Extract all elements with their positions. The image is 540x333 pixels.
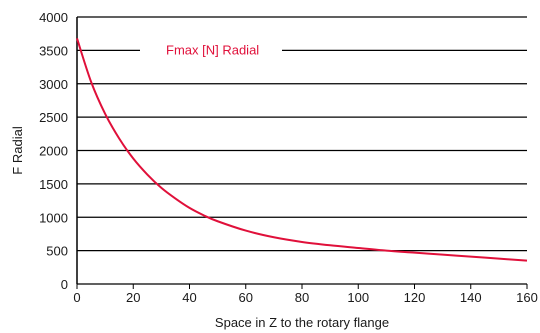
- x-tick-label: 20: [126, 290, 140, 305]
- legend-label: Fmax [N] Radial: [166, 42, 259, 57]
- grid-lines: [77, 16, 527, 285]
- x-tick-label: 40: [182, 290, 196, 305]
- legend-background: [140, 40, 282, 61]
- y-axis-label: F Radial: [10, 126, 25, 175]
- legend: Fmax [N] Radial: [140, 40, 282, 61]
- x-tick-label: 160: [516, 290, 538, 305]
- x-tick-label: 60: [239, 290, 253, 305]
- y-tick-label: 500: [46, 244, 68, 259]
- y-tick-label: 3000: [39, 77, 68, 92]
- y-tick-labels: 0 500 1000 1500 2000 2500 3000 3500 4000: [39, 10, 68, 292]
- y-tick-label: 0: [61, 277, 68, 292]
- y-tick-label: 1500: [39, 177, 68, 192]
- x-tick-labels: 0 20 40 60 80 100 120 140 160: [73, 284, 538, 305]
- y-tick-label: 2000: [39, 144, 68, 159]
- x-tick-label: 120: [404, 290, 426, 305]
- x-tick-label: 0: [73, 290, 80, 305]
- y-tick-label: 2500: [39, 110, 68, 125]
- y-tick-label: 1000: [39, 210, 68, 225]
- x-tick-label: 100: [347, 290, 369, 305]
- y-tick-label: 3500: [39, 43, 68, 58]
- y-tick-label: 4000: [39, 10, 68, 25]
- x-tick-label: 80: [295, 290, 309, 305]
- x-tick-label: 140: [460, 290, 482, 305]
- x-axis-label: Space in Z to the rotary flange: [215, 315, 389, 330]
- series-line-fmax-radial: [76, 38, 528, 262]
